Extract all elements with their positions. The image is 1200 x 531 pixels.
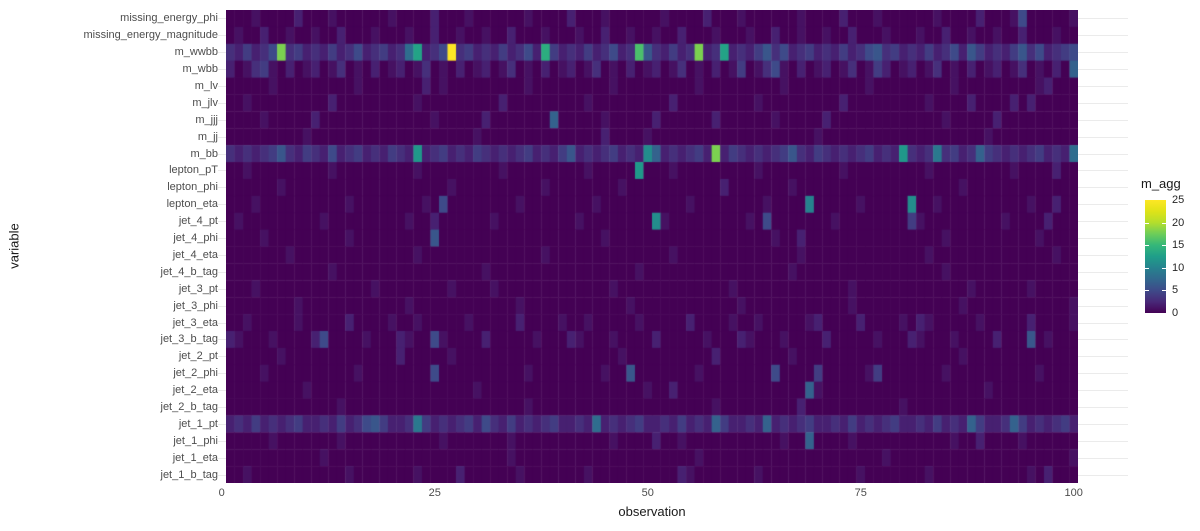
legend-tick-label: 15 [1172,239,1185,252]
y-tick-label: lepton_pT [169,164,218,177]
y-tick-label: m_wwbb [174,46,218,59]
y-tick-label: jet_2_pt [178,350,218,363]
x-tick-label: 25 [428,487,441,499]
y-tick-label: jet_4_phi [173,232,218,245]
y-tick-label: lepton_eta [166,198,218,211]
legend-colorbar [1145,200,1166,313]
legend-tick-label: 10 [1172,261,1185,274]
legend-tick-mark [1162,222,1166,224]
y-tick-label: m_wbb [182,63,218,76]
y-tick-label: m_bb [190,147,218,160]
x-tick-label: 100 [1064,487,1083,499]
y-tick-label: jet_1_eta [172,451,218,464]
x-tick-label: 50 [641,487,654,499]
y-tick-label: jet_3_phi [173,299,218,312]
legend-tick-label: 5 [1172,284,1179,297]
y-tick-label: m_lv [194,80,218,93]
y-tick-label: m_jjj [195,113,218,126]
legend-tick-label: 0 [1172,307,1179,319]
y-axis-title: variable [6,223,22,269]
legend-tick-mark [1162,290,1166,292]
legend-tick-mark [1162,245,1166,247]
legend-tick-mark [1145,245,1149,247]
y-tick-label: m_jlv [192,96,218,109]
y-tick-label: jet_3_pt [178,282,218,295]
legend-tick-label: 25 [1172,194,1185,206]
x-axis-title: observation [618,504,686,519]
heatmap-canvas [226,10,1078,483]
x-tick-label: 0 [218,487,225,499]
y-tick-label: jet_3_eta [172,316,218,329]
legend-tick-mark [1145,222,1149,224]
legend-tick-label: 20 [1172,216,1185,229]
y-tick-label: jet_4_pt [178,215,218,228]
y-tick-label: jet_1_pt [178,417,218,430]
y-tick-label: lepton_phi [167,181,218,194]
x-tick-label: 75 [854,487,867,499]
y-tick-label: jet_1_phi [173,434,218,447]
y-tick-label: missing_energy_phi [120,12,218,25]
y-tick-label: jet_2_phi [173,367,218,380]
y-tick-label: jet_2_eta [172,384,218,397]
y-tick-label: jet_3_b_tag [160,333,219,346]
y-tick-label: jet_4_b_tag [160,265,219,278]
y-tick-label: jet_2_b_tag [160,400,219,413]
y-tick-label: jet_1_b_tag [160,468,219,481]
legend-tick-mark [1145,267,1149,269]
legend-tick-mark [1145,290,1149,292]
legend-title: m_agg [1141,176,1181,191]
y-tick-label: missing_energy_magnitude [83,29,218,42]
legend-tick-mark [1162,267,1166,269]
y-tick-label: m_jj [197,130,218,143]
y-tick-label: jet_4_eta [172,248,218,261]
